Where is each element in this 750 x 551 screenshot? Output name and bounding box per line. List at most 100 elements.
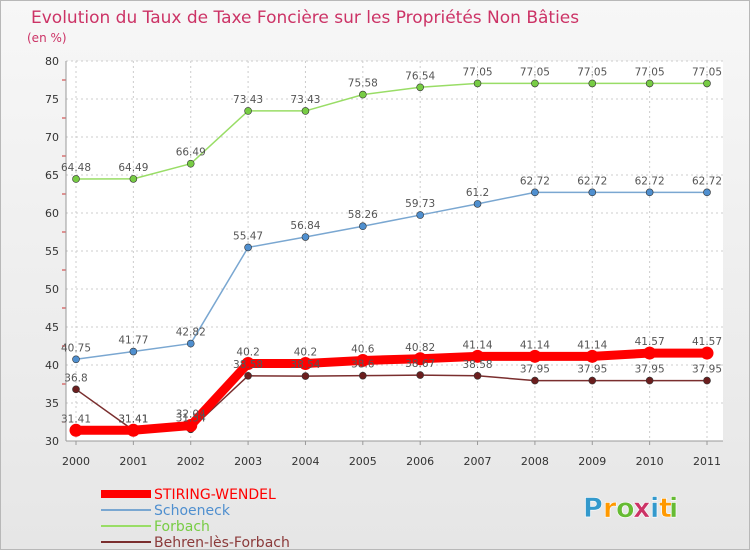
data-label: 38.54 (290, 359, 320, 371)
data-label: 62.72 (577, 175, 607, 187)
y-tick-label: 80 (45, 55, 59, 68)
series-marker (643, 346, 657, 360)
series-marker (585, 349, 599, 363)
y-tick-label: 75 (45, 93, 59, 106)
series-marker (244, 243, 252, 252)
logo-letter: t (659, 493, 672, 524)
y-tick-label: 35 (45, 397, 59, 410)
x-tick-label: 2007 (464, 455, 492, 468)
series-marker (645, 188, 654, 197)
data-label: 38.6 (351, 359, 375, 371)
series-marker (241, 356, 255, 370)
data-label: 41.14 (520, 339, 550, 351)
y-tick-label: 70 (45, 131, 59, 144)
data-label: 62.72 (520, 175, 550, 187)
data-label: 41.14 (577, 339, 607, 351)
logo-letter: i (669, 493, 678, 524)
chart-title: Evolution du Taux de Taxe Foncière sur l… (31, 8, 579, 28)
series-line (75, 191, 708, 361)
series-marker (244, 371, 252, 380)
data-label: 37.95 (692, 364, 722, 376)
series-marker (645, 79, 654, 88)
legend-label: Behren-lès-Forbach (154, 535, 290, 551)
series-marker (703, 188, 711, 197)
data-label: 38.67 (405, 358, 435, 370)
series-marker (301, 107, 310, 115)
legend-label: STIRING-WENDEL (154, 487, 276, 503)
x-tick-label: 2000 (62, 455, 90, 468)
data-label: 41.57 (692, 336, 722, 348)
data-label: 38.58 (463, 359, 493, 371)
series-marker (416, 83, 424, 92)
data-label: 77.05 (635, 66, 665, 78)
logo-letter: r (603, 493, 617, 524)
series-marker (473, 371, 482, 380)
y-tick-label: 30 (45, 435, 59, 448)
axes: 30 35 40 45 50 55 60 65 70 75 80 2000 2001 2002 2003 20… (45, 55, 723, 468)
series-marker (473, 79, 482, 88)
data-label: 73.43 (290, 94, 320, 106)
series-marker (244, 107, 252, 115)
data-label: 31.41 (118, 413, 148, 425)
data-label: 76.54 (405, 70, 435, 82)
y-tick-label: 40 (45, 359, 59, 372)
x-tick-label: 2009 (578, 455, 606, 468)
data-label: 32.04 (176, 408, 206, 420)
data-label: 64.48 (61, 162, 91, 174)
series-marker (356, 353, 370, 367)
y-tick-label: 60 (45, 207, 59, 220)
x-tick-label: 2004 (291, 455, 319, 468)
data-label: 61.2 (466, 187, 489, 199)
series-marker (359, 90, 367, 99)
series-marker (531, 79, 539, 88)
grid (66, 60, 723, 442)
legend: STIRING-WENDELSchoeneckForbachBehren-lès… (101, 487, 290, 551)
data-label: 56.84 (290, 220, 320, 232)
series-marker (184, 418, 198, 432)
series-marker (416, 211, 424, 219)
data-label: 37.95 (520, 364, 550, 376)
data-label: 64.49 (118, 162, 148, 174)
data-label: 41.57 (635, 336, 665, 348)
data-label: 58.26 (348, 209, 378, 221)
x-tick-label: 2003 (234, 455, 262, 468)
y-tick-label: 50 (45, 283, 59, 296)
data-label: 40.82 (405, 342, 435, 354)
series-layer (69, 79, 714, 437)
data-label: 62.72 (692, 175, 722, 187)
data-label: 37.95 (635, 364, 665, 376)
data-label: 75.58 (348, 78, 378, 90)
series-line (75, 82, 708, 180)
data-label: 73.43 (233, 94, 263, 106)
data-label: 62.72 (635, 175, 665, 187)
x-tick-label: 2010 (636, 455, 664, 468)
series-marker (700, 346, 714, 360)
series-marker (359, 371, 367, 380)
series-marker (301, 372, 310, 380)
series-marker (69, 423, 83, 437)
data-label: 41.14 (463, 339, 493, 351)
data-label: 77.05 (692, 66, 722, 78)
data-label: 77.05 (463, 66, 493, 78)
data-label: 31.54 (176, 412, 206, 424)
data-label: 36.8 (64, 372, 87, 384)
y-tick-label: 65 (45, 169, 59, 182)
data-label: 77.05 (520, 66, 550, 78)
legend-label: Schoeneck (154, 503, 231, 519)
series-marker (473, 200, 482, 208)
logo-letter: x (633, 493, 650, 524)
series-marker (588, 376, 597, 385)
data-label: 40.2 (236, 346, 259, 358)
series-marker (298, 356, 312, 370)
data-label: 31.41 (61, 413, 91, 425)
series-marker (129, 175, 138, 183)
data-label: 40.6 (351, 343, 375, 355)
data-label: 66.49 (176, 147, 206, 159)
data-label: 40.75 (61, 342, 91, 354)
series-marker (588, 188, 597, 197)
series-marker (416, 371, 424, 379)
x-tick-label: 2001 (119, 455, 147, 468)
